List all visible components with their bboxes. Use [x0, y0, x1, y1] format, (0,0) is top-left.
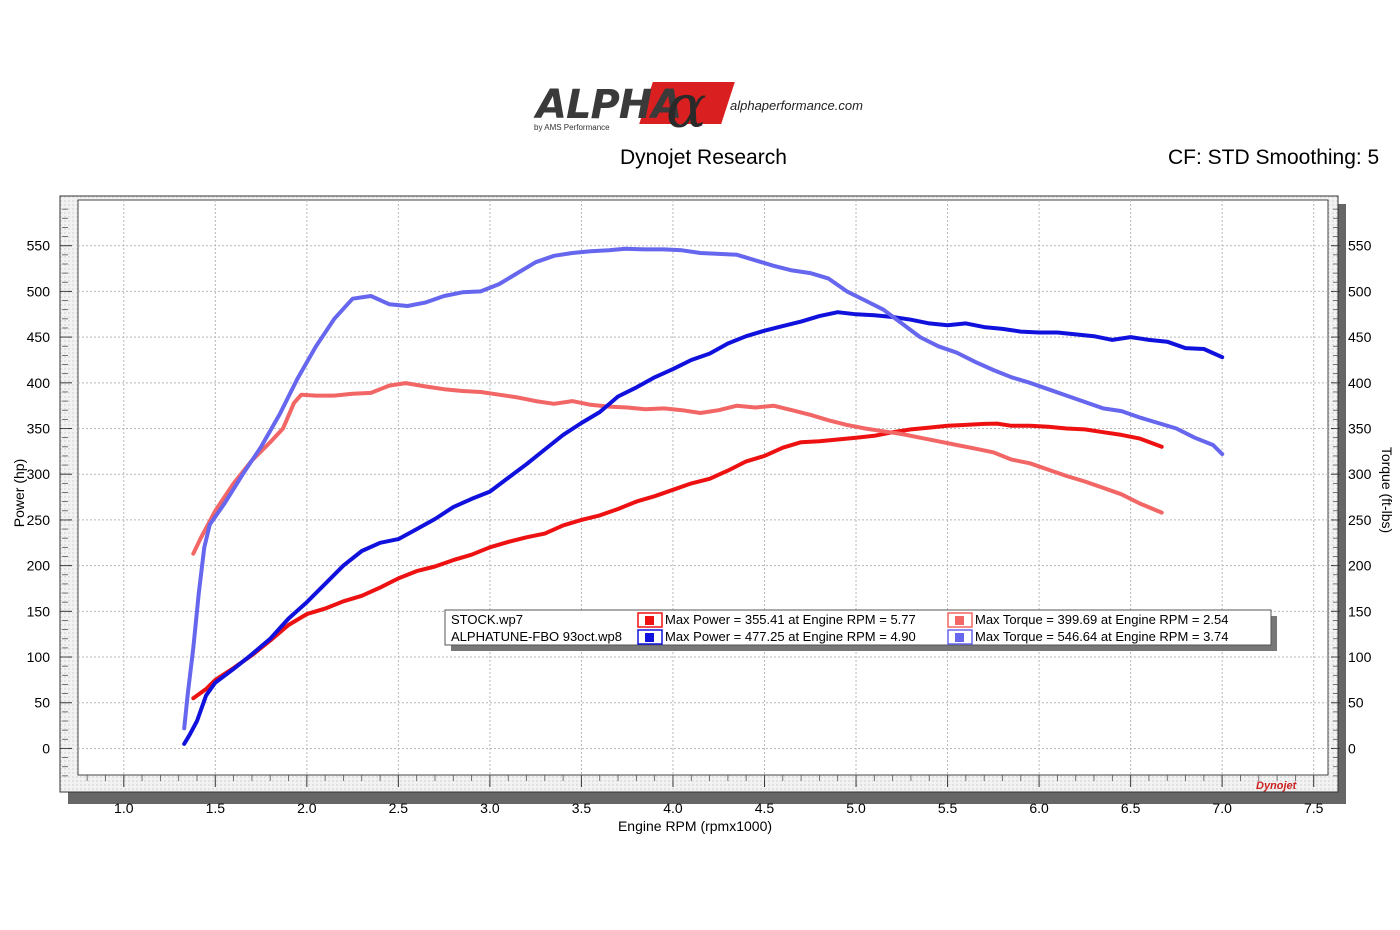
- x-tick-label: 7.5: [1304, 800, 1324, 816]
- dynojet-watermark: Dynojet: [1256, 780, 1298, 792]
- y-tick-label-left: 450: [27, 329, 51, 345]
- y-tick-label-right: 0: [1348, 740, 1356, 756]
- grid-lines: [78, 200, 1328, 775]
- y-tick-label-left: 250: [27, 512, 51, 528]
- frame-border: [59, 195, 1339, 793]
- legend-shadow: [451, 616, 1277, 651]
- legend-box: [444, 609, 1272, 646]
- plot-area: [77, 199, 1329, 776]
- legend-series-name: ALPHATUNE-FBO 93oct.wp8: [451, 629, 622, 644]
- legend-power-swatch-frame: [637, 629, 663, 645]
- logo-alpha-symbol: α: [666, 72, 707, 142]
- y-axis-label-left: Power (hp): [11, 459, 27, 527]
- y-tick-label-left: 50: [34, 695, 50, 711]
- y-tick-label-left: 350: [27, 421, 51, 437]
- y-tick-label-left: 100: [27, 649, 51, 665]
- y-tick-label-right: 400: [1348, 375, 1372, 391]
- x-tick-label: 7.0: [1212, 800, 1232, 816]
- x-tick-label: 2.0: [297, 800, 317, 816]
- legend-max-power: Max Power = 477.25 at Engine RPM = 4.90: [665, 629, 916, 644]
- y-tick-label-left: 550: [27, 238, 51, 254]
- y-tick-label-right: 500: [1348, 283, 1372, 299]
- series-line-stock-torque: [191, 381, 1164, 556]
- legend-series-name: STOCK.wp7: [451, 612, 523, 627]
- y-tick-label-left: 400: [27, 375, 51, 391]
- frame-shadow: [68, 204, 1346, 804]
- legend-torque-swatch-frame: [947, 629, 973, 645]
- x-tick-label: 1.5: [206, 800, 226, 816]
- series-lines: [182, 246, 1225, 746]
- y-tick-label-right: 350: [1348, 421, 1372, 437]
- logo-wordmark: ALPHA: [536, 82, 682, 128]
- legend-max-torque: Max Torque = 399.69 at Engine RPM = 2.54: [975, 612, 1228, 627]
- logo-url: alphaperformance.com: [730, 98, 863, 113]
- brand-logo: ALPHA α by AMS Performance alphaperforma…: [528, 72, 888, 142]
- x-tick-label: 4.0: [663, 800, 683, 816]
- x-tick-label: 2.5: [389, 800, 409, 816]
- y-tick-label-right: 550: [1348, 238, 1372, 254]
- x-tick-label: 3.5: [572, 800, 592, 816]
- y-tick-label-right: 450: [1348, 329, 1372, 345]
- legend-torque-swatch-frame: [947, 612, 973, 628]
- logo-tagline: by AMS Performance: [534, 123, 610, 132]
- y-axis-label-right: Torque (ft-lbs): [1379, 447, 1395, 533]
- legend-max-torque: Max Torque = 546.64 at Engine RPM = 3.74: [975, 629, 1228, 644]
- correction-factor-info: CF: STD Smoothing: 5: [1168, 146, 1380, 169]
- y-tick-label-right: 50: [1348, 695, 1364, 711]
- legend-torque-swatch: [955, 616, 964, 625]
- y-tick-label-right: 200: [1348, 558, 1372, 574]
- series-line-stock-power: [191, 421, 1164, 701]
- legend-power-swatch: [645, 616, 654, 625]
- legend-max-power: Max Power = 355.41 at Engine RPM = 5.77: [665, 612, 916, 627]
- y-tick-label-left: 500: [27, 283, 51, 299]
- legend-power-swatch-frame: [637, 612, 663, 628]
- x-tick-label: 6.0: [1029, 800, 1049, 816]
- series-line-alphatune-power: [182, 310, 1225, 746]
- plot-frame: [59, 195, 1346, 804]
- x-tick-label: 5.5: [938, 800, 958, 816]
- y-tick-label-right: 150: [1348, 603, 1372, 619]
- y-tick-label-left: 300: [27, 466, 51, 482]
- x-tick-label: 4.5: [755, 800, 775, 816]
- y-tick-label-right: 300: [1348, 466, 1372, 482]
- y-tick-label-left: 150: [27, 603, 51, 619]
- axes: 1.0 1.5 2.0 2.5 3.0 3.5 4.0 4.5 5.0 5.5 6.0 6.5 7.0 7…: [11, 208, 1395, 834]
- chart-title: Dynojet Research: [620, 146, 787, 169]
- y-tick-label-left: 200: [27, 558, 51, 574]
- y-tick-label-right: 100: [1348, 649, 1372, 665]
- x-axis-label: Engine RPM (rpmx1000): [618, 818, 772, 834]
- x-tick-label: 3.0: [480, 800, 500, 816]
- x-tick-label: 1.0: [114, 800, 134, 816]
- y-tick-label-right: 250: [1348, 512, 1372, 528]
- x-tick-label: 5.0: [846, 800, 866, 816]
- legend-power-swatch: [645, 633, 654, 642]
- y-tick-label-left: 0: [42, 740, 50, 756]
- x-tick-label: 6.5: [1121, 800, 1141, 816]
- legend-torque-swatch: [955, 633, 964, 642]
- legend: STOCK.wp7 Max Power = 355.41 at Engine RP…: [444, 609, 1277, 651]
- series-line-alphatune-torque: [182, 246, 1225, 731]
